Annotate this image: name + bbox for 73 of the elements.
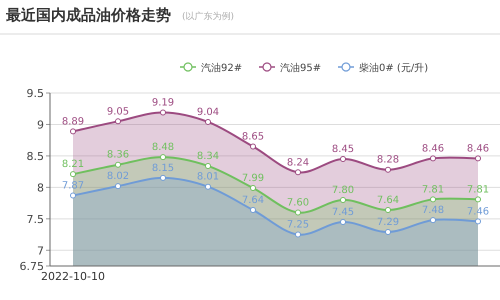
x-tick-label: 2022-10-10 — [41, 270, 105, 283]
data-label: 8.46 — [466, 143, 490, 154]
point — [430, 217, 436, 224]
point — [340, 156, 346, 162]
point — [385, 166, 391, 173]
data-label: 8.21 — [62, 159, 84, 170]
data-label: 7.80 — [332, 184, 354, 196]
point — [205, 184, 211, 190]
point — [70, 128, 76, 134]
point — [250, 143, 256, 150]
point — [160, 154, 166, 160]
point — [250, 184, 256, 191]
data-label: 8.15 — [152, 162, 174, 174]
data-label: 7.99 — [242, 172, 264, 184]
point — [295, 169, 301, 176]
data-label: 8.46 — [422, 143, 444, 154]
legend-label: 汽油95# — [280, 62, 322, 74]
point — [70, 171, 76, 178]
data-label: 8.48 — [152, 142, 174, 154]
chart-subtitle: (以广东为例) — [182, 11, 234, 22]
data-label: 7.45 — [332, 206, 354, 218]
chart-title: 最近国内成品油价格走势 — [5, 6, 171, 24]
data-label: 8.28 — [376, 154, 400, 166]
point — [295, 232, 301, 238]
point — [340, 196, 346, 203]
data-label: 9.05 — [106, 106, 130, 118]
point — [385, 207, 391, 214]
point — [340, 218, 346, 225]
data-label: 9.04 — [196, 106, 220, 118]
y-tick-label: 8 — [37, 181, 44, 194]
data-label: 8.36 — [106, 150, 130, 161]
point — [70, 192, 76, 199]
data-label: 7.64 — [376, 195, 400, 206]
data-label: 7.46 — [466, 206, 490, 218]
point — [250, 207, 256, 214]
data-label: 7.81 — [466, 184, 490, 196]
data-label: 8.89 — [62, 116, 84, 128]
point — [475, 196, 481, 202]
data-label: 8.24 — [286, 157, 310, 168]
legend-label: 柴油0# (元/升) — [359, 62, 428, 74]
data-label: 8.01 — [196, 172, 220, 183]
data-label: 7.25 — [286, 220, 310, 231]
data-label: 7.48 — [422, 205, 444, 216]
point — [295, 210, 301, 216]
point — [430, 155, 436, 162]
y-tick-label: 6.75 — [20, 260, 44, 273]
data-label: 7.81 — [422, 184, 444, 196]
point — [205, 162, 211, 169]
y-tick-label: 8.5 — [26, 150, 44, 163]
data-label: 8.34 — [196, 150, 220, 162]
point — [385, 229, 391, 236]
legend-label: 汽油92# — [201, 62, 242, 74]
point — [430, 196, 436, 202]
y-tick-label: 7.5 — [26, 212, 44, 226]
point — [160, 174, 166, 181]
data-label: 7.87 — [62, 180, 84, 192]
data-label: 7.64 — [242, 195, 264, 206]
point — [115, 183, 121, 190]
y-tick-label: 9 — [37, 118, 44, 132]
data-label: 8.02 — [106, 171, 130, 182]
y-tick-label: 9.5 — [26, 87, 44, 100]
data-label: 9.19 — [152, 98, 174, 108]
point — [475, 218, 481, 224]
point — [205, 118, 211, 125]
point — [475, 155, 481, 162]
point — [115, 162, 121, 168]
data-label: 7.29 — [376, 217, 400, 228]
data-label: 8.45 — [332, 144, 354, 156]
data-label: 7.60 — [286, 198, 310, 209]
point — [160, 110, 166, 116]
y-tick-label: 7 — [37, 244, 44, 258]
point — [115, 118, 121, 124]
data-label: 8.65 — [242, 131, 264, 142]
